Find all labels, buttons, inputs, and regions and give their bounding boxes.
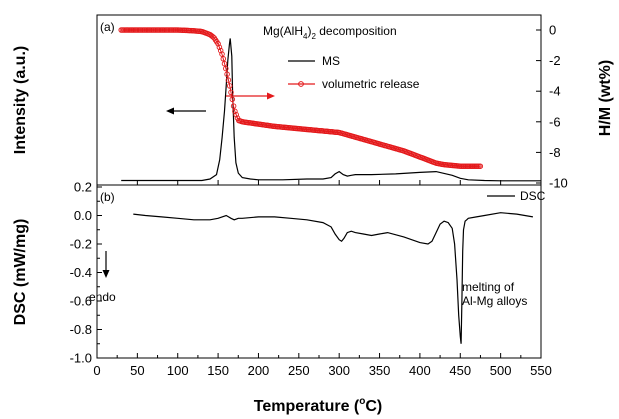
panel-b-plot-area [133, 212, 534, 344]
panel-a-title-sub: 4 [303, 32, 308, 41]
panel-b-x-axis-ticks: 0 50 100 150 200 250 300 350 400 450 500 550 [93, 180, 552, 378]
panel-b-left-tick-label: -0.2 [70, 237, 92, 252]
panel-a-right-tick-label: -6 [549, 114, 561, 129]
panel-a-right-axis-title: H/M (wt%) [597, 60, 614, 136]
series-vol-point [229, 96, 236, 103]
series-vol-point [221, 60, 228, 67]
panel-b-x-tick-label: 300 [328, 363, 350, 378]
panel-a-right-tick-label: 0 [549, 23, 556, 38]
panel-a-right-tick-label: -2 [549, 53, 561, 68]
melting-annotation-line1: melting of [462, 280, 515, 294]
panel-a-right-tick-label: -10 [549, 176, 568, 191]
left-axis-arrow [166, 107, 206, 115]
panel-a-tag: (a) [100, 20, 115, 34]
series-vol-point [216, 44, 223, 50]
panel-b-left-tick-label: -0.4 [70, 265, 92, 280]
right-axis-arrow [226, 92, 275, 100]
series-ms-line [121, 38, 541, 182]
panel-b-left-tick-label: -1.0 [70, 351, 92, 366]
series-vol-point [223, 65, 229, 72]
panel-b-x-tick-label: 450 [449, 363, 471, 378]
panel-a-right-tick-label: -4 [549, 84, 561, 99]
panel-a-title-sub2: 2 [311, 32, 316, 41]
panel-b-x-tick-label: 550 [530, 363, 552, 378]
series-vol-line [121, 29, 481, 167]
panel-b-frame [96, 184, 542, 359]
panel-a-left-axis-title: Intensity (a.u.) [12, 46, 29, 154]
panel-b-left-axis-title: DSC (mW/mg) [12, 219, 29, 326]
series-vol-point [226, 83, 233, 89]
series-vol-point [233, 111, 239, 118]
panel-b-x-tick-label: 400 [409, 363, 431, 378]
panel-b-x-tick-label: 100 [167, 363, 189, 378]
x-axis-title-sup: o [359, 396, 365, 407]
x-axis-title: Temperature (oC) [254, 396, 383, 415]
melting-annotation-line2: Al-Mg alloys [462, 294, 527, 308]
panel-b-x-tick-label: 0 [93, 363, 100, 378]
endo-annotation: endo [89, 290, 116, 304]
series-vol-point [232, 108, 238, 115]
panel-b-left-axis-ticks: 0.2 0.0 -0.2 -0.4 -0.6 -0.8 -1.0 [70, 180, 102, 366]
panel-a-right-tick-label: -8 [549, 145, 561, 160]
panel-a-right-axis-ticks: 0 -2 -4 -6 -8 -10 [536, 23, 568, 191]
panel-a-title-part1: Mg(AlH [263, 24, 303, 38]
panel-b-left-tick-label: -0.8 [70, 322, 92, 337]
panel-b-x-tick-label: 200 [248, 363, 270, 378]
x-axis-title-tail: C) [365, 398, 382, 415]
panel-b-left-tick-label: 0.0 [74, 208, 92, 223]
legend-vol-marker [298, 81, 304, 87]
series-vol-point [230, 103, 237, 109]
series-vol-point [224, 71, 230, 77]
panel-a-title-part3: decomposition [316, 24, 397, 38]
series-vol-markers [118, 27, 484, 169]
panel-b-left-tick-label: -0.6 [70, 294, 92, 309]
panel-b-x-tick-label: 500 [490, 363, 512, 378]
panel-b-left-tick-label: 0.2 [74, 180, 92, 195]
endo-arrow [102, 251, 110, 278]
panel-a-title-part2: ) [307, 24, 311, 38]
panel-b-x-tick-label: 50 [130, 363, 144, 378]
legend-vol-label: volumetric release [322, 77, 420, 91]
legend-dsc-label: DSC [520, 189, 546, 203]
panel-a-frame [96, 14, 542, 186]
panel-b-tag: (b) [100, 190, 115, 204]
series-vol-point [228, 89, 234, 96]
series-vol-point [477, 163, 484, 169]
series-vol-point [215, 41, 221, 47]
panel-a-title: Mg(AlH4)2 decomposition [263, 24, 397, 41]
series-vol-point [225, 77, 232, 83]
series-vol-point [220, 56, 227, 62]
panel-a-plot-area [118, 27, 541, 182]
panel-b-x-tick-label: 350 [369, 363, 391, 378]
x-axis-title-main: Temperature ( [254, 398, 360, 415]
series-vol-point [217, 47, 224, 54]
panel-b-x-tick-label: 250 [288, 363, 310, 378]
legend-ms-label: MS [322, 54, 340, 68]
series-dsc-line [133, 212, 534, 344]
panel-b-x-tick-label: 150 [207, 363, 229, 378]
